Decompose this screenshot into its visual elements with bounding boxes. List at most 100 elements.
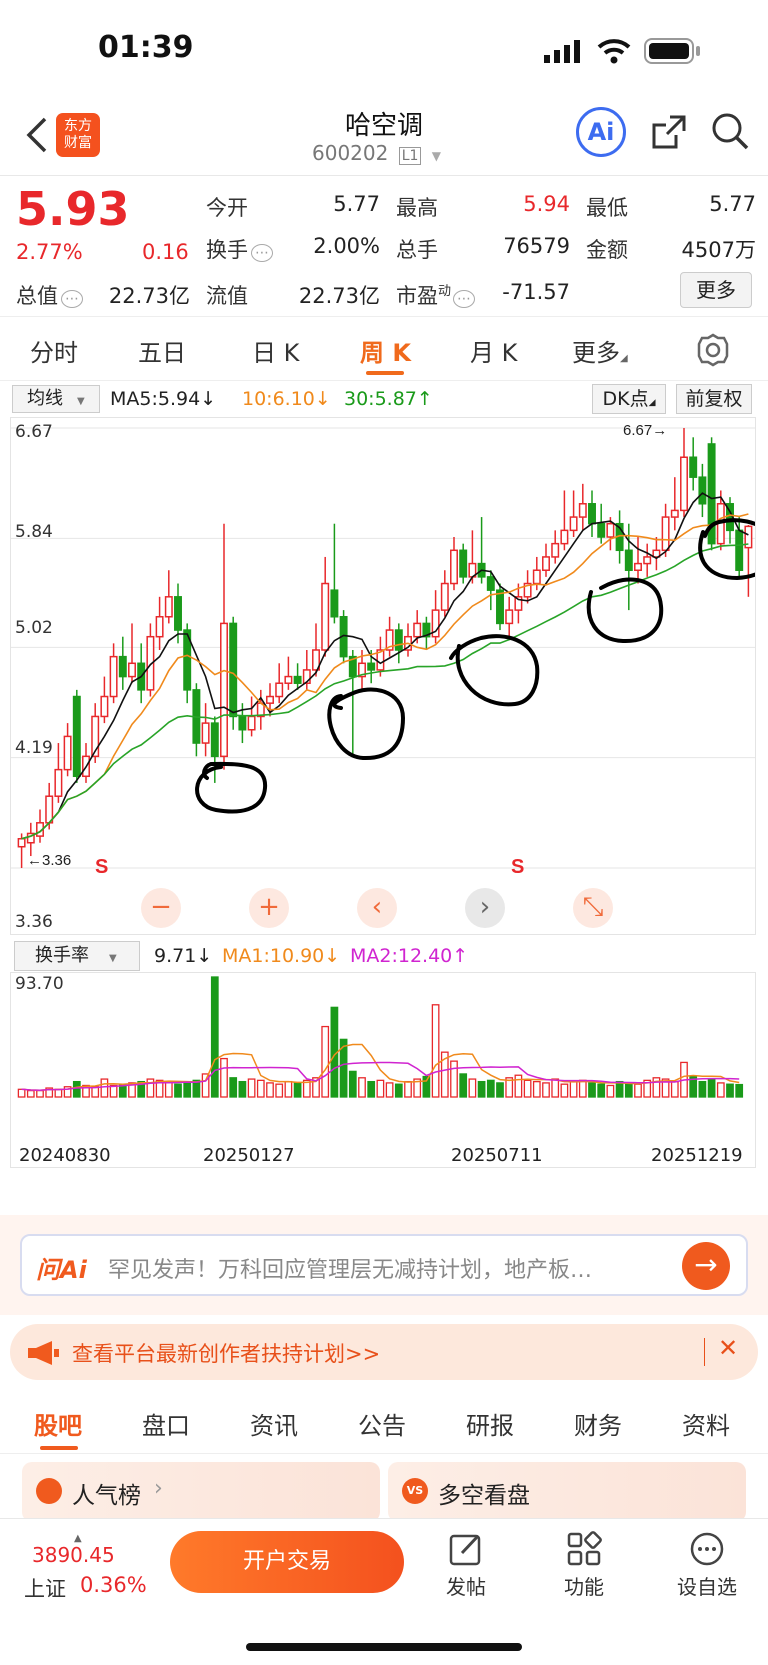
function-button[interactable]: 功能 (554, 1531, 614, 1611)
indicator-select[interactable]: 均线 ▼ (12, 385, 100, 413)
notice-divider (704, 1338, 705, 1366)
index-panel[interactable]: ▲ 3890.45 上证 0.36% (24, 1533, 174, 1613)
turnover-bar-up (109, 1084, 118, 1098)
turnover-bar-up (312, 1077, 320, 1098)
longshort-card[interactable]: VS 多空看盘 (388, 1462, 746, 1522)
close-icon[interactable]: ✕ (718, 1334, 739, 1362)
turnover-bar-down (137, 1080, 146, 1098)
tab-announcements[interactable]: 公告 (358, 1412, 406, 1440)
turnover-chart[interactable]: 93.70 20240830 20250127 20250711 2025121… (10, 972, 756, 1168)
tab-research[interactable]: 研报 (466, 1412, 514, 1440)
ai-button[interactable]: Ai (576, 107, 626, 157)
tab-pankou[interactable]: 盘口 (142, 1412, 190, 1440)
candle-down (367, 662, 376, 671)
tab-minute[interactable]: 分时 (30, 339, 78, 367)
candle-up (128, 662, 136, 678)
chevron-right-icon: › (154, 1476, 163, 1501)
back-icon[interactable] (26, 117, 48, 153)
candle-up (146, 635, 155, 691)
turnover-bar-down (210, 976, 219, 1098)
turnover-bar-down (707, 1078, 716, 1098)
turnover-bar-up (321, 1025, 330, 1098)
turnover-bar-up (551, 1078, 560, 1098)
candle-up (358, 662, 366, 678)
turnover-bar-down (394, 1083, 403, 1098)
turnover-bar-up (284, 1080, 293, 1098)
trade-button[interactable]: 开户交易 (170, 1531, 404, 1593)
level-badge: L1 (398, 147, 422, 165)
info-icon[interactable]: ⋯ (251, 244, 273, 262)
adjust-button[interactable]: 前复权 (676, 384, 752, 414)
dk-point-button[interactable]: DK点◢ (592, 384, 666, 414)
stock-code-text: 600202 (312, 141, 389, 165)
tab-finance[interactable]: 财务 (574, 1412, 622, 1440)
candle-up (505, 609, 514, 625)
pe-label: 市盈动 ⋯ (396, 280, 476, 310)
tab-month-k[interactable]: 月 K (470, 339, 518, 367)
candle-up (17, 838, 26, 848)
candle-down (183, 629, 192, 691)
kline-chart[interactable]: 6.67→ ←3.36 S S 6.67 5.84 5.02 4.19 3.36… (10, 417, 756, 935)
amount-value: 4507万 (681, 238, 756, 262)
tab-day-k[interactable]: 日 K (252, 339, 300, 367)
candle-up (440, 582, 449, 611)
turnover-bar-up (45, 1087, 54, 1098)
candle-down (486, 576, 495, 591)
ai-go-button[interactable]: → (682, 1242, 730, 1290)
zoom-out-button[interactable]: − (141, 888, 181, 928)
tab-five-day[interactable]: 五日 (138, 339, 186, 367)
candle-down (597, 522, 606, 538)
tab-guba[interactable]: 股吧 (34, 1412, 82, 1440)
zoom-in-button[interactable]: + (249, 888, 289, 928)
tab-profile[interactable]: 资料 (682, 1412, 730, 1440)
annotation-circle-5 (698, 518, 755, 581)
turnover-bar-down (229, 1077, 238, 1098)
candle-up (312, 649, 320, 671)
candle-up (569, 516, 578, 532)
more-button[interactable]: 更多 (680, 272, 752, 308)
turnover-bar-up (385, 1082, 394, 1098)
kline-legend: 均线 ▼ MA5:5.94↓ 10:6.10↓ 30:5.87↑ DK点◢ 前复权 (0, 381, 768, 417)
candle-up (100, 695, 109, 718)
candle-up (413, 622, 422, 638)
float-value: 22.73亿 (298, 284, 380, 308)
tab-news[interactable]: 资讯 (250, 1412, 298, 1440)
annotation-circle-1 (195, 761, 268, 814)
y-tick-5: 3.36 (15, 912, 53, 932)
turnover-indicator-select[interactable]: 换手率 ▼ (14, 941, 140, 971)
next-button[interactable]: › (465, 888, 505, 928)
popular-card[interactable]: 人气榜 › (22, 1462, 380, 1522)
ai-banner[interactable]: 问Ai 罕见发声！万科回应管理层无减持计划，地产板… → (20, 1234, 748, 1296)
signal-icon (544, 40, 580, 63)
high-label: 最高 (396, 196, 438, 220)
function-label: 功能 (564, 1575, 604, 1599)
info-icon[interactable]: ⋯ (453, 290, 476, 308)
settings-icon[interactable] (696, 333, 730, 367)
tab-more[interactable]: 更多◢ (572, 339, 628, 367)
notice-bar[interactable]: 查看平台最新创作者扶持计划>> ✕ (10, 1324, 758, 1380)
tab-week-k[interactable]: 周 K (360, 339, 411, 367)
turnover-bar-up (634, 1083, 642, 1098)
post-button[interactable]: 发帖 (436, 1531, 496, 1611)
candle-up (91, 715, 100, 758)
prev-button[interactable]: ‹ (357, 888, 397, 928)
search-icon[interactable] (710, 111, 750, 151)
candle-up (532, 569, 541, 585)
turnover-bar-up (569, 1080, 578, 1098)
ma30-line (21, 543, 749, 840)
fullscreen-button[interactable]: ⤡ (573, 888, 613, 928)
turnover-bar-down (72, 1080, 81, 1098)
turnover-bar-up (63, 1086, 72, 1098)
info-icon[interactable]: ⋯ (61, 290, 83, 308)
candle-up (523, 582, 532, 598)
x-label-1: 20240830 (19, 1145, 111, 1166)
content-tab-indicator (40, 1446, 78, 1450)
candle-down (735, 529, 744, 571)
turnover-bar-down (726, 1083, 734, 1098)
watchlist-button[interactable]: 设自选 (672, 1531, 742, 1611)
candle-up (247, 715, 256, 731)
stock-code[interactable]: 600202 L1 ▼ (312, 141, 441, 165)
share-icon[interactable] (650, 113, 688, 151)
max-price-marker: 6.67→ (623, 422, 667, 439)
chevron-down-icon: ▼ (431, 149, 442, 163)
